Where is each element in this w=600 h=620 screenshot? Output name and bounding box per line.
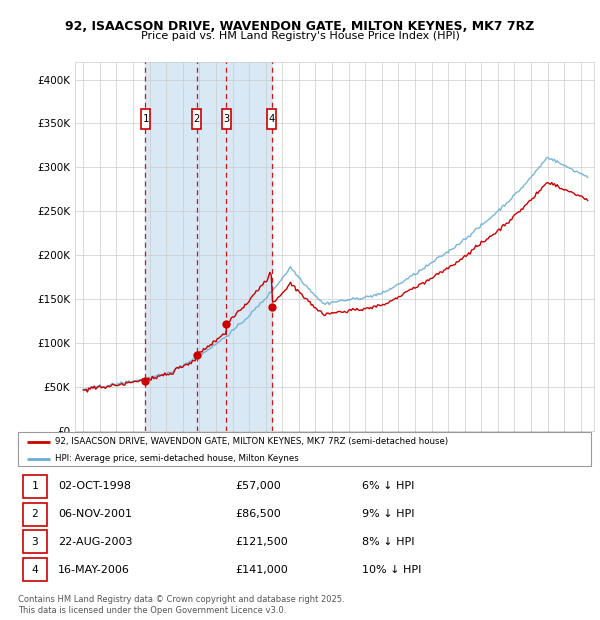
FancyBboxPatch shape: [192, 110, 201, 129]
Text: 2: 2: [31, 509, 38, 519]
FancyBboxPatch shape: [23, 530, 47, 554]
Text: 1: 1: [142, 114, 149, 124]
FancyBboxPatch shape: [23, 475, 47, 498]
Text: 2: 2: [193, 114, 200, 124]
Text: £141,000: £141,000: [236, 565, 289, 575]
Text: £86,500: £86,500: [236, 509, 281, 519]
Text: 6% ↓ HPI: 6% ↓ HPI: [362, 481, 414, 491]
Text: 4: 4: [31, 565, 38, 575]
Text: 3: 3: [223, 114, 230, 124]
Text: 92, ISAACSON DRIVE, WAVENDON GATE, MILTON KEYNES, MK7 7RZ (semi-detached house): 92, ISAACSON DRIVE, WAVENDON GATE, MILTO…: [55, 437, 448, 446]
FancyBboxPatch shape: [141, 110, 150, 129]
Text: 02-OCT-1998: 02-OCT-1998: [58, 481, 131, 491]
Text: 92, ISAACSON DRIVE, WAVENDON GATE, MILTON KEYNES, MK7 7RZ: 92, ISAACSON DRIVE, WAVENDON GATE, MILTO…: [65, 20, 535, 33]
Text: 3: 3: [31, 537, 38, 547]
Text: This data is licensed under the Open Government Licence v3.0.: This data is licensed under the Open Gov…: [18, 606, 286, 616]
Text: 4: 4: [269, 114, 275, 124]
FancyBboxPatch shape: [267, 110, 277, 129]
Text: HPI: Average price, semi-detached house, Milton Keynes: HPI: Average price, semi-detached house,…: [55, 454, 299, 463]
FancyBboxPatch shape: [23, 503, 47, 526]
Text: 06-NOV-2001: 06-NOV-2001: [58, 509, 132, 519]
Text: 10% ↓ HPI: 10% ↓ HPI: [362, 565, 421, 575]
Text: 1: 1: [31, 481, 38, 491]
Text: Price paid vs. HM Land Registry's House Price Index (HPI): Price paid vs. HM Land Registry's House …: [140, 31, 460, 41]
Text: 8% ↓ HPI: 8% ↓ HPI: [362, 537, 415, 547]
Text: 16-MAY-2006: 16-MAY-2006: [58, 565, 130, 575]
Text: 9% ↓ HPI: 9% ↓ HPI: [362, 509, 415, 519]
Text: Contains HM Land Registry data © Crown copyright and database right 2025.: Contains HM Land Registry data © Crown c…: [18, 595, 344, 604]
Text: £57,000: £57,000: [236, 481, 281, 491]
Text: £121,500: £121,500: [236, 537, 289, 547]
FancyBboxPatch shape: [222, 110, 231, 129]
Text: 22-AUG-2003: 22-AUG-2003: [58, 537, 133, 547]
FancyBboxPatch shape: [23, 558, 47, 581]
Bar: [145, 62, 272, 431]
